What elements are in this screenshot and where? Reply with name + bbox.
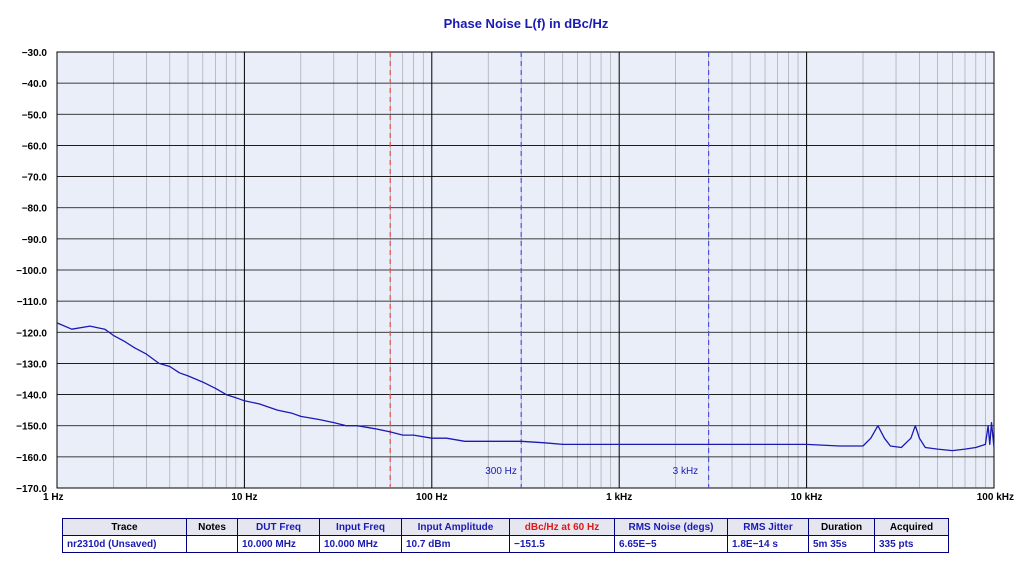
y-tick-label: −60.0 [22,141,48,152]
y-tick-label: −70.0 [22,173,48,184]
value-trace: nr2310d (Unsaved) [62,535,187,553]
y-tick-label: −50.0 [22,110,48,121]
stats-table: Trace Notes DUT Freq Input Freq Input Am… [62,518,949,553]
value-rms-noise: 6.65E−5 [614,535,728,553]
value-duration: 5m 35s [808,535,875,553]
x-tick-label: 1 kHz [606,492,632,503]
chart-title: Phase Noise L(f) in dBc/Hz [444,16,609,31]
value-notes [186,535,238,553]
y-tick-label: −170.0 [16,484,47,495]
y-tick-label: −140.0 [16,391,47,402]
x-tick-label: 10 Hz [231,492,257,503]
y-tick-label: −80.0 [22,204,48,215]
value-dut-freq: 10.000 MHz [237,535,320,553]
marker-label: 300 Hz [485,466,517,477]
y-tick-label: −100.0 [16,266,47,277]
header-dbc-at-60hz: dBc/Hz at 60 Hz [509,518,615,536]
value-input-amplitude: 10.7 dBm [401,535,510,553]
value-acquired: 335 pts [874,535,949,553]
marker-label: 3 kHz [673,466,699,477]
header-trace: Trace [62,518,187,536]
y-axis-ticks: −30.0 −40.0 −50.0 −60.0 −70.0 −80.0 −90.0 −100.… [16,48,47,495]
header-acquired: Acquired [874,518,949,536]
x-tick-label: 10 kHz [791,492,823,503]
data-series [56,322,995,452]
stats-header-row: Trace Notes DUT Freq Input Freq Input Am… [62,518,949,536]
header-rms-jitter: RMS Jitter [727,518,809,536]
y-tick-label: −40.0 [22,79,48,90]
x-tick-label: 1 Hz [43,492,64,503]
y-tick-label: −150.0 [16,422,47,433]
header-input-amplitude: Input Amplitude [401,518,510,536]
header-dut-freq: DUT Freq [237,518,320,536]
y-tick-label: −110.0 [17,297,48,308]
series-line [56,322,995,452]
y-tick-label: −30.0 [22,48,48,59]
grid [56,51,994,489]
header-notes: Notes [186,518,238,536]
value-dbc-at-60hz: −151.5 [509,535,615,553]
marker-lines: 300 Hz 3 kHz [389,52,710,488]
stats-values-row: nr2310d (Unsaved) 10.000 MHz 10.000 MHz … [62,535,949,553]
value-rms-jitter: 1.8E−14 s [727,535,809,553]
y-tick-label: −90.0 [22,235,48,246]
y-tick-label: −130.0 [16,359,47,370]
phase-noise-chart: Phase Noise L(f) in dBc/Hz 300 Hz 3 kHz 1… [16,16,1014,503]
y-tick-label: −120.0 [16,328,47,339]
value-input-freq: 10.000 MHz [319,535,402,553]
y-tick-label: −160.0 [16,453,47,464]
header-rms-noise: RMS Noise (degs) [614,518,728,536]
header-input-freq: Input Freq [319,518,402,536]
x-tick-label: 100 Hz [416,492,448,503]
x-tick-label: 100 kHz [977,492,1014,503]
header-duration: Duration [808,518,875,536]
x-axis-ticks: 1 Hz 10 Hz 100 Hz 1 kHz 10 kHz 100 kHz [43,492,1014,503]
